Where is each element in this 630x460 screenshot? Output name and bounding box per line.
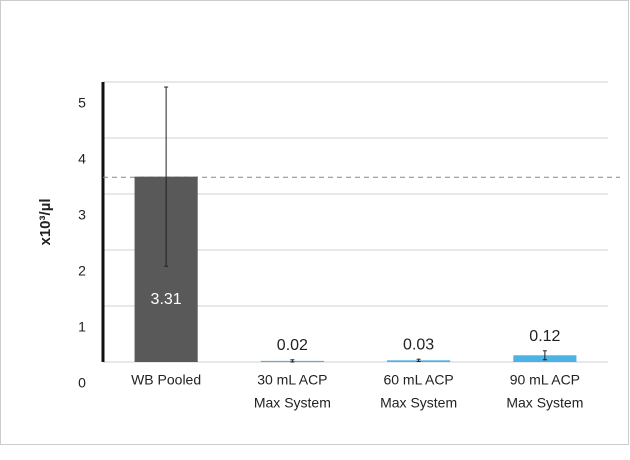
- x-tick-label: 30 mL ACP: [257, 372, 327, 388]
- x-tick-label: 60 mL ACP: [383, 372, 453, 388]
- x-tick-label: Max System: [380, 395, 457, 411]
- y-tick-label: 3: [78, 207, 86, 223]
- y-tick-label: 0: [78, 375, 86, 391]
- y-axis-label: x10³/µl: [37, 199, 54, 246]
- x-tick-label: 90 mL ACP: [510, 372, 580, 388]
- x-tick-label: Max System: [254, 395, 331, 411]
- x-tick-label: Max System: [506, 395, 583, 411]
- value-label: 3.31: [151, 291, 182, 308]
- y-tick-label: 1: [78, 319, 86, 335]
- x-tick-label: WB Pooled: [131, 372, 201, 388]
- y-tick-label: 2: [78, 263, 86, 279]
- value-label: 0.12: [529, 328, 560, 345]
- value-label: 0.03: [403, 336, 434, 353]
- frame: [0, 0, 629, 445]
- y-tick-label: 5: [78, 95, 86, 111]
- value-label: 0.02: [277, 337, 308, 354]
- y-tick-label: 4: [78, 151, 86, 167]
